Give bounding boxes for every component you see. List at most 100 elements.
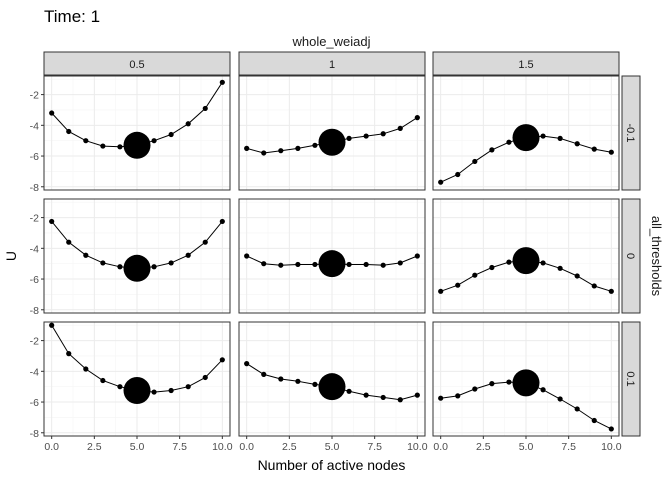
column-strip-label: 1 <box>329 59 335 71</box>
data-point <box>608 149 614 155</box>
data-point <box>66 239 72 245</box>
x-tick-label: 2.5 <box>87 441 102 453</box>
data-point <box>117 384 123 390</box>
x-tick-label: 0.0 <box>433 441 448 453</box>
data-point <box>363 261 369 268</box>
data-point <box>151 264 157 270</box>
panel--0.1-0.5 <box>43 75 231 191</box>
data-point <box>278 262 284 268</box>
panels: 0.5 1 1.5 -0.1 0 0.1 -8 -6 -4 -2 -8 -6 -4 -2 -8 -6 -4 -2 0… <box>30 51 641 453</box>
y-tick-label: -6 <box>30 274 39 286</box>
x-tick-label: 10.0 <box>407 441 428 453</box>
highlight-point <box>318 250 346 278</box>
row-strip <box>621 321 641 437</box>
data-point <box>219 79 225 85</box>
column-facet-title: whole_weiadj <box>291 34 370 49</box>
data-point <box>66 128 72 135</box>
panel-0.1-1.5 <box>432 321 620 437</box>
data-point <box>506 379 512 385</box>
x-tick-label: 2.5 <box>282 441 297 453</box>
data-point <box>346 388 352 394</box>
data-point <box>185 121 191 127</box>
data-point <box>185 252 191 258</box>
x-tick-label: 10.0 <box>601 441 622 453</box>
data-point <box>100 377 106 384</box>
data-point <box>574 273 580 279</box>
data-point <box>438 288 444 294</box>
row-strip-label: 0.1 <box>624 371 636 386</box>
highlight-point <box>318 128 346 156</box>
highlight-point <box>123 131 151 159</box>
data-point <box>397 260 403 266</box>
data-point <box>414 115 420 121</box>
data-point <box>66 351 72 357</box>
highlight-point <box>512 124 540 152</box>
data-point <box>312 142 318 148</box>
data-point <box>608 426 614 432</box>
data-point <box>49 110 55 116</box>
data-point <box>295 261 301 268</box>
data-point <box>574 141 580 147</box>
data-point <box>100 143 106 149</box>
y-tick-label: -4 <box>30 120 39 132</box>
data-point <box>540 133 546 139</box>
data-point <box>202 239 208 245</box>
data-point <box>346 135 352 141</box>
data-point <box>455 282 461 288</box>
x-tick-label: 7.5 <box>367 441 382 453</box>
panel-0.1-1 <box>238 321 426 437</box>
data-point <box>244 145 250 151</box>
data-point <box>312 261 318 268</box>
highlight-point <box>318 373 346 401</box>
x-tick-label: 10.0 <box>212 441 233 453</box>
column-strip-label: 1.5 <box>518 59 533 71</box>
data-point <box>591 146 597 152</box>
data-point <box>472 386 478 392</box>
data-point <box>261 261 267 267</box>
highlight-point <box>512 247 540 275</box>
data-point <box>557 265 563 271</box>
panel-0-1 <box>238 198 426 314</box>
data-point <box>49 322 55 328</box>
data-point <box>608 288 614 294</box>
data-point <box>117 144 123 150</box>
y-tick-label: -8 <box>30 182 39 194</box>
panel--0.1-1.5 <box>432 75 620 191</box>
data-point <box>557 396 563 402</box>
x-tick-label: 7.5 <box>172 441 187 453</box>
data-point <box>261 150 267 156</box>
data-point <box>489 147 495 153</box>
data-point <box>83 366 89 372</box>
data-point <box>414 253 420 259</box>
data-point <box>244 253 250 259</box>
data-point <box>591 417 597 424</box>
data-point <box>168 260 174 266</box>
data-point <box>438 395 444 401</box>
column-strip <box>238 51 426 76</box>
panel-border <box>432 75 620 191</box>
chart-title: Time: 1 <box>44 7 100 26</box>
panel-0.1-0.5 <box>43 321 231 437</box>
y-tick-label: -2 <box>30 90 39 102</box>
panel-border <box>238 75 426 191</box>
y-tick-label: -8 <box>30 305 39 317</box>
data-point <box>397 125 403 131</box>
x-tick-label: 0.0 <box>44 441 59 453</box>
y-tick-label: -6 <box>30 397 39 409</box>
row-strip <box>621 75 641 191</box>
y-tick-label: -6 <box>30 151 39 163</box>
data-point <box>261 371 267 377</box>
row-strip-label: 0 <box>624 253 636 259</box>
data-point <box>472 272 478 278</box>
data-point <box>295 378 301 384</box>
data-point <box>363 392 369 398</box>
data-point <box>506 139 512 145</box>
highlight-point <box>123 377 151 405</box>
x-tick-label: 0.0 <box>239 441 254 453</box>
data-point <box>168 131 174 138</box>
data-point <box>557 135 563 141</box>
data-point <box>312 381 318 387</box>
data-point <box>574 406 580 412</box>
data-point <box>219 218 225 225</box>
